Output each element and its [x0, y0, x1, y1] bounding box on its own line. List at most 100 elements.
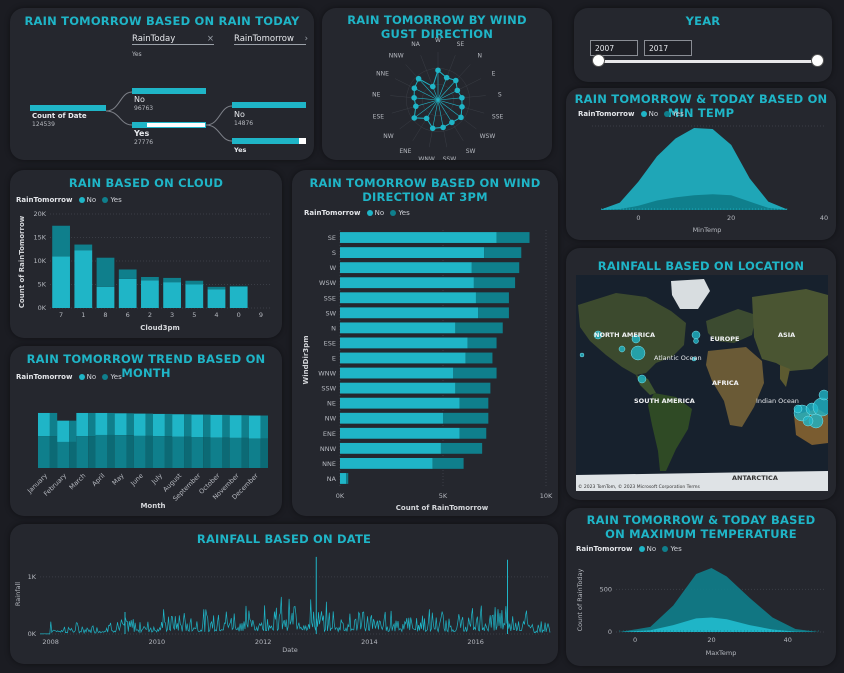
area-series-no[interactable]: [601, 128, 787, 210]
right-node-yes-bar[interactable]: [232, 138, 306, 144]
month-bar-no[interactable]: [191, 414, 204, 438]
cloud-bar-no[interactable]: [141, 280, 159, 308]
winddir-bar-yes[interactable]: [440, 442, 483, 454]
gust-point[interactable]: [449, 119, 455, 126]
gust-point[interactable]: [411, 115, 418, 121]
winddir-bar-no[interactable]: [340, 367, 454, 379]
world-map[interactable]: NORTH AMERICA EUROPE ASIA AFRICA SOUTH A…: [576, 275, 828, 491]
month-bar-no[interactable]: [38, 412, 50, 437]
level1-header[interactable]: RainToday ×: [132, 34, 214, 45]
month-bar-no[interactable]: [172, 414, 185, 437]
winddir-bar-no[interactable]: [340, 412, 443, 424]
winddir-bar-no[interactable]: [340, 262, 472, 274]
cloud-bar-yes[interactable]: [118, 269, 137, 279]
winddir-bar-yes[interactable]: [459, 427, 487, 439]
month-bar-yes[interactable]: [172, 436, 185, 468]
area-series-yes[interactable]: [601, 194, 787, 210]
month-bar-yes[interactable]: [57, 441, 70, 468]
cloud-bar-yes[interactable]: [163, 277, 181, 283]
winddir-bar-yes[interactable]: [459, 397, 489, 409]
year-slider-handle-end[interactable]: [811, 54, 824, 67]
gust-point[interactable]: [413, 103, 419, 110]
gust-point[interactable]: [458, 114, 464, 121]
winddir-bar-yes[interactable]: [475, 292, 509, 304]
winddir-bar-no[interactable]: [340, 442, 441, 454]
chevron-right-icon[interactable]: ›: [304, 34, 308, 44]
root-bar[interactable]: [30, 105, 106, 111]
gust-point[interactable]: [454, 87, 461, 94]
mid-node-no-bar[interactable]: [132, 88, 206, 94]
winddir-bar-no[interactable]: [340, 247, 485, 259]
year-to-input[interactable]: 2017: [644, 40, 692, 56]
winddir-bar-yes[interactable]: [455, 382, 491, 394]
winddir-bar-yes[interactable]: [484, 247, 522, 259]
cloud-bar-no[interactable]: [52, 256, 70, 308]
gust-point[interactable]: [411, 85, 418, 92]
winddir-bar-no[interactable]: [340, 397, 460, 409]
winddir-bar-no[interactable]: [340, 292, 476, 304]
cloud-bar-no[interactable]: [163, 282, 181, 308]
month-bar-no[interactable]: [57, 420, 70, 442]
winddir-bar-no[interactable]: [340, 427, 460, 439]
month-bar-yes[interactable]: [95, 434, 108, 468]
cloud-bar-yes[interactable]: [207, 286, 226, 290]
gust-point[interactable]: [443, 74, 450, 81]
winddir-bar-no[interactable]: [340, 337, 468, 349]
gust-point[interactable]: [452, 77, 459, 84]
winddir-bar-yes[interactable]: [455, 322, 503, 334]
month-bar-no[interactable]: [229, 415, 242, 438]
gust-point[interactable]: [411, 94, 417, 101]
gust-point[interactable]: [429, 125, 436, 132]
cloud-bar-yes[interactable]: [52, 225, 70, 257]
winddir-bar-yes[interactable]: [432, 457, 464, 469]
cloud-bar-no[interactable]: [207, 289, 226, 308]
winddir-bar-no[interactable]: [340, 457, 433, 469]
gust-point[interactable]: [429, 83, 436, 90]
month-bar-yes[interactable]: [153, 436, 165, 468]
year-from-input[interactable]: 2007: [590, 40, 638, 56]
winddir-bar-yes[interactable]: [471, 262, 520, 274]
winddir-bar-yes[interactable]: [443, 412, 489, 424]
winddir-bar-yes[interactable]: [465, 352, 493, 364]
right-node-no-bar[interactable]: [232, 102, 306, 108]
winddir-bar-yes[interactable]: [478, 307, 509, 319]
gust-point[interactable]: [459, 104, 465, 110]
month-bar-yes[interactable]: [248, 438, 261, 468]
month-bar-no[interactable]: [114, 413, 127, 436]
winddir-bar-no[interactable]: [340, 277, 474, 289]
gust-point[interactable]: [459, 94, 465, 101]
winddir-bar-yes[interactable]: [473, 277, 516, 289]
month-bar-yes[interactable]: [133, 435, 146, 468]
area-series-no[interactable]: [619, 568, 819, 632]
level2-header[interactable]: RainTomorrow ›: [234, 34, 308, 45]
month-bar-no[interactable]: [153, 413, 165, 437]
year-slider-track[interactable]: [600, 60, 818, 63]
month-bar-no[interactable]: [248, 415, 261, 439]
cloud-bar-no[interactable]: [96, 286, 115, 308]
month-bar-no[interactable]: [76, 412, 89, 437]
cloud-bar-no[interactable]: [185, 284, 204, 309]
close-icon[interactable]: ×: [206, 34, 214, 44]
winddir-bar-yes[interactable]: [453, 367, 497, 379]
cloud-bar-no[interactable]: [74, 250, 93, 308]
cloud-bar-yes[interactable]: [96, 257, 115, 287]
cloud-bar-yes[interactable]: [185, 280, 204, 285]
year-slider-handle-start[interactable]: [592, 54, 605, 67]
rainfall-line[interactable]: [39, 596, 551, 635]
winddir-bar-no[interactable]: [340, 352, 466, 364]
area-series-yes[interactable]: [619, 617, 819, 632]
month-bar-no[interactable]: [133, 413, 146, 436]
winddir-bar-yes[interactable]: [346, 473, 349, 484]
gust-point[interactable]: [415, 75, 422, 82]
cloud-bar-no[interactable]: [229, 286, 248, 308]
winddir-bar-yes[interactable]: [496, 232, 530, 243]
winddir-bar-no[interactable]: [340, 382, 456, 394]
winddir-bar-yes[interactable]: [467, 337, 497, 349]
cloud-bar-no[interactable]: [118, 278, 137, 308]
gust-point[interactable]: [423, 115, 430, 122]
winddir-bar-no[interactable]: [340, 307, 479, 319]
cloud-bar-yes[interactable]: [74, 244, 93, 251]
winddir-bar-no[interactable]: [340, 473, 347, 484]
winddir-bar-no[interactable]: [340, 322, 456, 334]
month-bar-yes[interactable]: [114, 435, 127, 468]
